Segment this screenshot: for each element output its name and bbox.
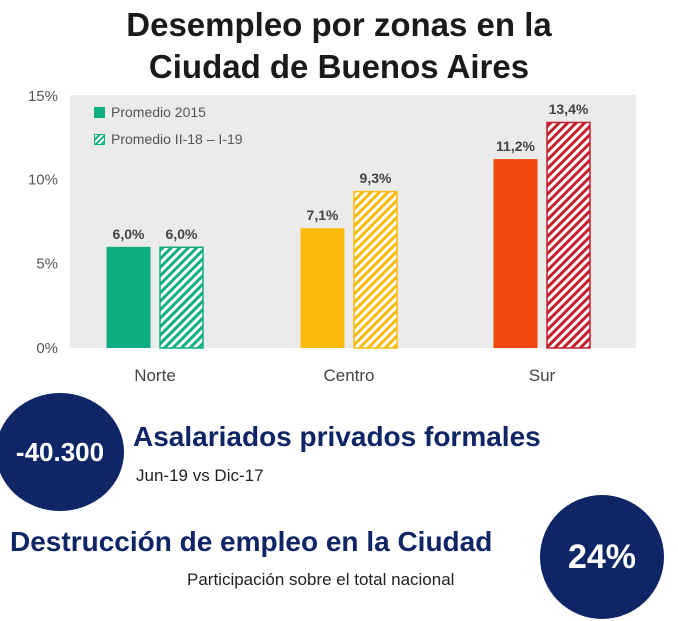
y-tick-label: 10%: [28, 171, 58, 188]
data-label: 6,0%: [166, 226, 198, 242]
bar-sur-series-1: [493, 159, 538, 348]
y-tick-label: 0%: [36, 340, 58, 357]
legend-label-series-2: Promedio II-18 – I-19: [111, 131, 243, 147]
data-label: 9,3%: [360, 170, 392, 186]
data-label: 13,4%: [549, 101, 589, 117]
stat-value-employees: -40.300: [15, 436, 105, 467]
y-tick-label: 5%: [36, 256, 58, 273]
stat-subtitle-employees: Jun-19 vs Dic-17: [136, 466, 264, 485]
legend-swatch-hatched: [94, 134, 105, 145]
bar-norte-series-1: [106, 246, 151, 348]
bar-centro-series-1: [300, 228, 345, 348]
stat-subtitle-destruction: Participación sobre el total nacional: [187, 570, 455, 589]
title-line-1: Desempleo por zonas en la: [126, 6, 552, 43]
category-label-centro: Centro: [323, 366, 374, 385]
bar-sur-series-2: [546, 121, 591, 349]
y-tick-label: 15%: [28, 88, 58, 105]
stat-circle-employees: -40.300: [0, 393, 124, 511]
data-label: 7,1%: [307, 207, 339, 223]
bar-norte-series-2: [159, 246, 204, 349]
category-label-sur: Sur: [529, 366, 556, 385]
bar-chart: 0% 5% 10% 15% 6,0% 6,0% Norte 7,1% 9,3% Centro 11,…: [28, 88, 636, 385]
title-line-2: Ciudad de Buenos Aires: [148, 48, 530, 85]
stat-title-employees: Asalariados privados formales: [133, 421, 541, 452]
legend-swatch-solid: [94, 107, 105, 118]
data-label: 11,2%: [496, 138, 535, 154]
legend-label-series-1: Promedio 2015: [111, 104, 206, 120]
data-label: 6,0%: [113, 226, 145, 242]
category-label-norte: Norte: [134, 366, 176, 385]
bar-centro-series-2: [353, 190, 398, 349]
stat-title-destruction: Destrucción de empleo en la Ciudad: [10, 526, 493, 557]
stat-value-share: 24%: [567, 537, 637, 576]
chart-title: Desempleo por zonas en la Ciudad de Buen…: [0, 4, 678, 88]
stat-circle-share: 24%: [540, 495, 664, 619]
